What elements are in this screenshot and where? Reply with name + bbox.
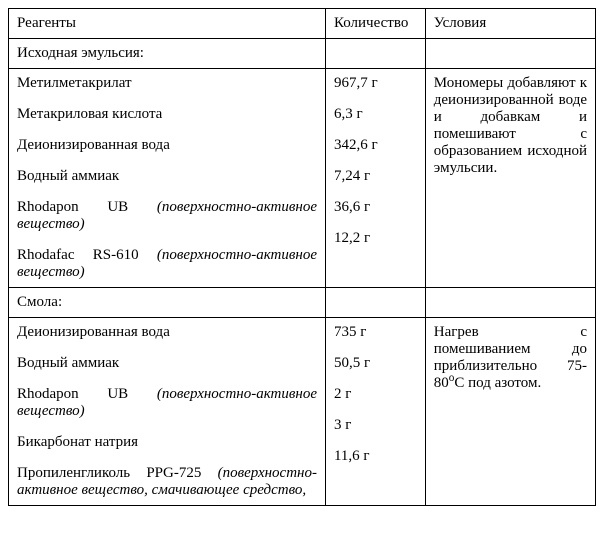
- reagent-name: Rhodapon UB: [17, 386, 157, 402]
- reagent-label: Rhodafac RS-610 (поверхностно-активное в…: [17, 247, 317, 281]
- section2-conditions-cell: Нагрев с помешиванием до приблизительно …: [425, 318, 595, 506]
- reagent-label: Водный аммиак: [17, 168, 317, 185]
- section1-conditions-cell: Мономеры добавляют к деионизированной во…: [425, 69, 595, 288]
- reagent-label: Пропиленгликоль PPG-725 (поверхностно-ак…: [17, 465, 317, 499]
- section2-qty-cell: 735 г 50,5 г 2 г 3 г 11,6 г: [325, 318, 425, 506]
- qty-value: 12,2 г: [334, 230, 417, 247]
- reagent-label: Бикарбонат натрия: [17, 434, 317, 451]
- qty-value: 36,6 г: [334, 199, 417, 216]
- reagent-label: Деионизированная вода: [17, 137, 317, 154]
- header-conditions: Условия: [425, 9, 595, 39]
- empty-cell: [425, 288, 595, 318]
- reagent-label: Rhodapon UB (поверхностно-активное вещес…: [17, 199, 317, 233]
- reagent-name: Rhodapon UB: [17, 199, 157, 215]
- section2-reagents-cell: Деионизированная вода Водный аммиак Rhod…: [9, 318, 326, 506]
- qty-value: 11,6 г: [334, 448, 417, 465]
- section2-title-row: Смола:: [9, 288, 596, 318]
- empty-cell: [425, 39, 595, 69]
- qty-value: 50,5 г: [334, 355, 417, 372]
- section1-qty-cell: 967,7 г 6,3 г 342,6 г 7,24 г 36,6 г 12,2…: [325, 69, 425, 288]
- qty-value: 735 г: [334, 324, 417, 341]
- header-reagents: Реагенты: [9, 9, 326, 39]
- reagent-label: Метилметакрилат: [17, 75, 317, 92]
- qty-value: 342,6 г: [334, 137, 417, 154]
- reagent-label: Деионизированная вода: [17, 324, 317, 341]
- reagent-label: Rhodapon UB (поверхностно-активное вещес…: [17, 386, 317, 420]
- conditions-text: С под азотом.: [454, 375, 541, 391]
- section2-body-row: Деионизированная вода Водный аммиак Rhod…: [9, 318, 596, 506]
- section1-title-row: Исходная эмульсия:: [9, 39, 596, 69]
- qty-value: 2 г: [334, 386, 417, 403]
- reagents-table: Реагенты Количество Условия Исходная эму…: [8, 8, 596, 506]
- empty-cell: [325, 39, 425, 69]
- qty-value: 6,3 г: [334, 106, 417, 123]
- reagent-label: Метакриловая кислота: [17, 106, 317, 123]
- section2-title: Смола:: [9, 288, 326, 318]
- section1-title: Исходная эмульсия:: [9, 39, 326, 69]
- header-quantity: Количество: [325, 9, 425, 39]
- qty-value: 967,7 г: [334, 75, 417, 92]
- reagent-label: Водный аммиак: [17, 355, 317, 372]
- section1-reagents-cell: Метилметакрилат Метакриловая кислота Деи…: [9, 69, 326, 288]
- table-header-row: Реагенты Количество Условия: [9, 9, 596, 39]
- empty-cell: [325, 288, 425, 318]
- reagent-name: Rhodafac RS-610: [17, 247, 157, 263]
- section1-body-row: Метилметакрилат Метакриловая кислота Деи…: [9, 69, 596, 288]
- qty-value: 7,24 г: [334, 168, 417, 185]
- qty-value: 3 г: [334, 417, 417, 434]
- reagent-name: Пропиленгликоль PPG-725: [17, 465, 218, 481]
